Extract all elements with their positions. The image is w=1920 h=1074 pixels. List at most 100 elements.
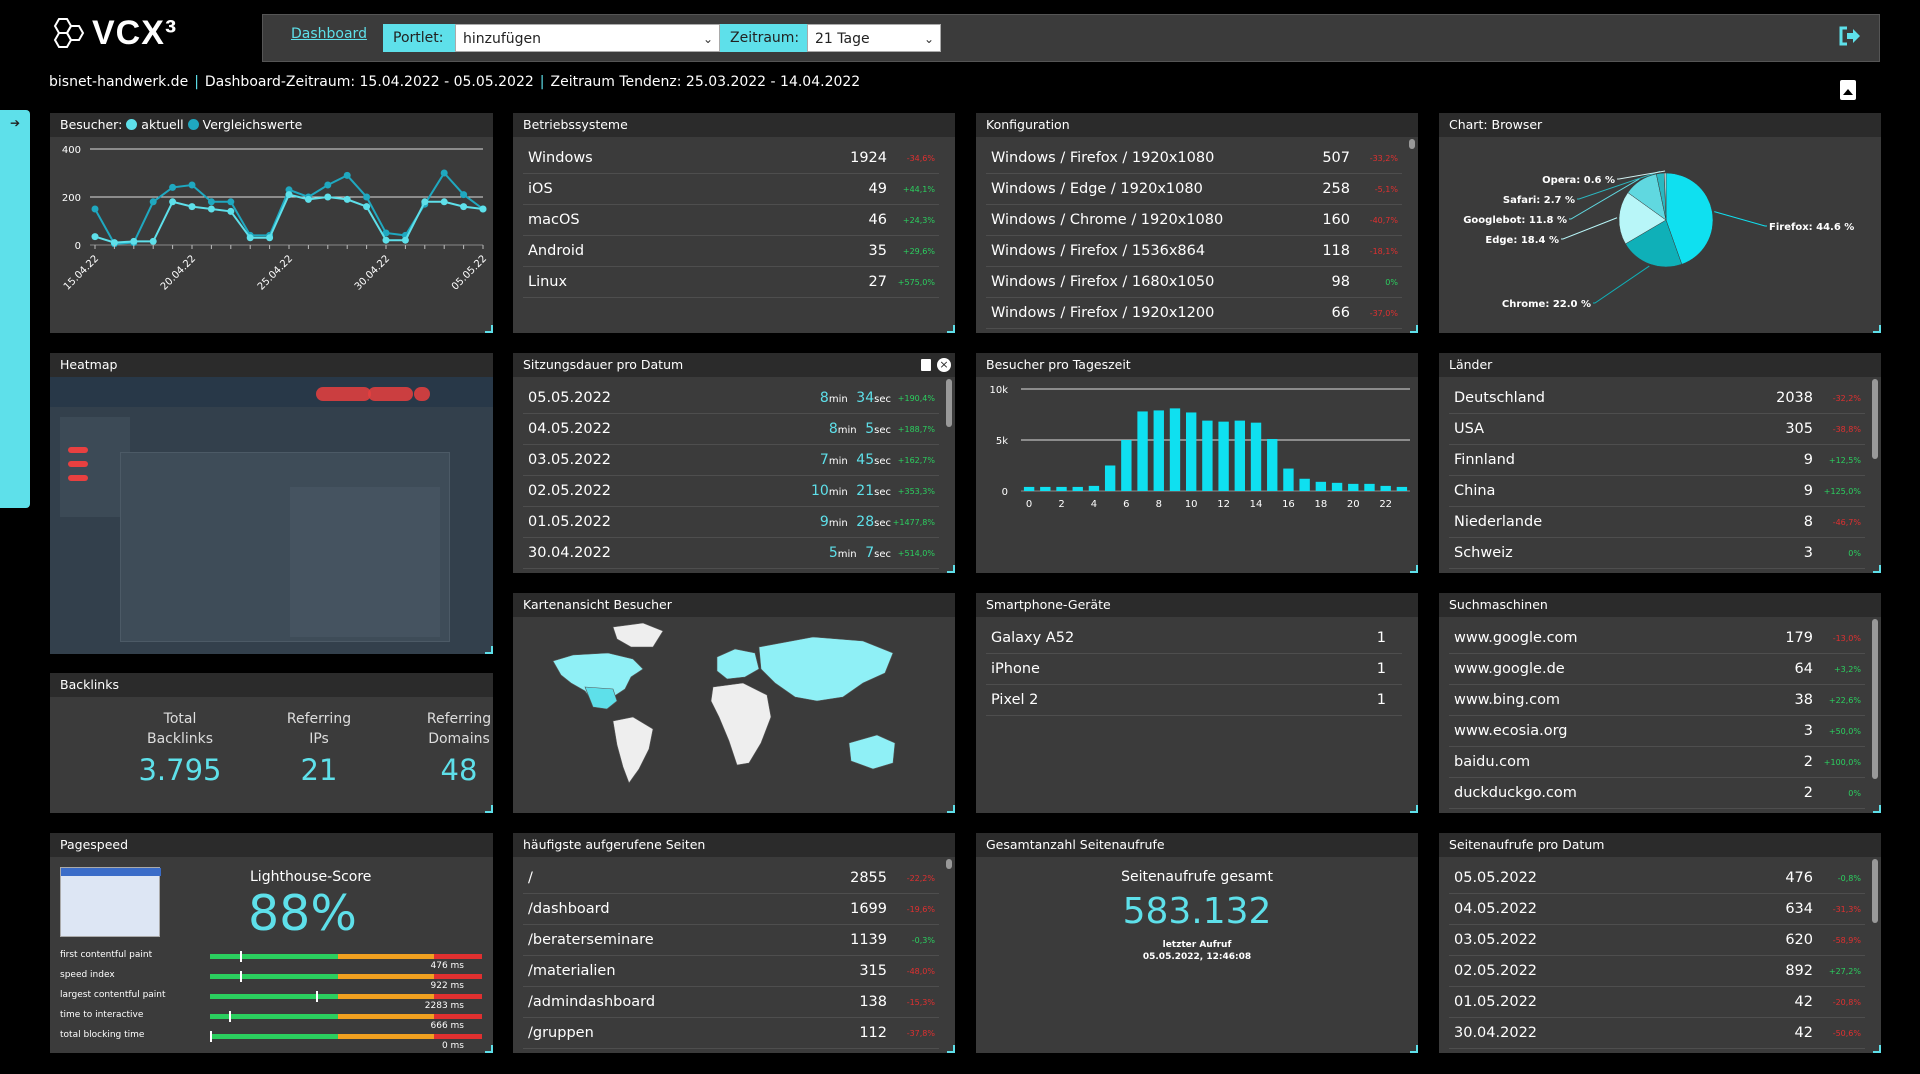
bar[interactable] xyxy=(1234,420,1245,491)
scrollbar[interactable] xyxy=(1872,379,1878,459)
list-row[interactable]: 03.05.2022 7min 45sec +162,7% xyxy=(523,445,939,476)
resize-handle[interactable] xyxy=(1410,325,1418,333)
resize-handle[interactable] xyxy=(1873,565,1881,573)
resize-handle[interactable] xyxy=(1410,805,1418,813)
logout-icon[interactable] xyxy=(1839,26,1861,46)
data-point[interactable] xyxy=(227,198,235,206)
scrollbar[interactable] xyxy=(1872,619,1878,779)
bar[interactable] xyxy=(1088,485,1100,491)
list-row[interactable]: /gruppen 112 -37,8% xyxy=(523,1018,939,1049)
list-row[interactable]: / 2855 -22,2% xyxy=(523,863,939,894)
list-row[interactable]: 04.05.2022 8min 5sec +188,7% xyxy=(523,414,939,445)
bar[interactable] xyxy=(1072,486,1083,491)
bar[interactable] xyxy=(1153,410,1164,491)
data-point[interactable] xyxy=(149,237,157,245)
list-row[interactable]: 01.05.2022 9min 28sec +1477,8% xyxy=(523,507,939,538)
data-point[interactable] xyxy=(363,193,371,201)
data-point[interactable] xyxy=(324,181,332,189)
series-line[interactable] xyxy=(94,171,484,245)
bar[interactable] xyxy=(1380,485,1391,491)
heatmap-image[interactable] xyxy=(50,377,493,654)
list-row[interactable]: duckduckgo.com 2 0% xyxy=(1449,778,1865,809)
data-point[interactable] xyxy=(110,239,118,247)
list-row[interactable]: Schweiz 3 0% xyxy=(1449,538,1865,569)
data-point[interactable] xyxy=(130,237,138,245)
tageszeit-bar-chart[interactable]: 0 5k 10k 0 2 4 6 8 10 12 14 16 18 20 22 xyxy=(976,377,1418,573)
visitors-line-chart[interactable]: 0 200 400 15.04.22 20.04.22 25.04.22 30.04.22 0… xyxy=(50,137,493,333)
data-point[interactable] xyxy=(169,183,177,191)
map-usa[interactable] xyxy=(584,686,618,710)
bar[interactable] xyxy=(1396,486,1408,491)
pie-slice[interactable] xyxy=(1663,172,1667,221)
data-point[interactable] xyxy=(285,191,293,199)
data-point[interactable] xyxy=(304,195,312,203)
resize-handle[interactable] xyxy=(1873,325,1881,333)
list-row[interactable]: Windows / Edge / 1920x1080 258 -5,1% xyxy=(986,174,1402,205)
bar[interactable] xyxy=(1121,440,1132,491)
resize-handle[interactable] xyxy=(1873,1045,1881,1053)
portlet-select[interactable]: hinzufügen ⌄ xyxy=(455,24,720,52)
map-africa[interactable] xyxy=(710,682,772,766)
resize-handle[interactable] xyxy=(947,1045,955,1053)
list-row[interactable]: 01.05.2022 42 -20,8% xyxy=(1449,987,1865,1018)
list-row[interactable]: Windows 1924 -34,6% xyxy=(523,143,939,174)
bar[interactable] xyxy=(1218,421,1229,491)
map-australia[interactable] xyxy=(848,734,896,770)
pie-slice[interactable] xyxy=(1618,192,1667,245)
list-row[interactable]: www.google.de 64 +3,2% xyxy=(1449,654,1865,685)
bar[interactable] xyxy=(1169,408,1181,491)
bar[interactable] xyxy=(1040,486,1051,491)
scrollbar[interactable] xyxy=(1872,859,1878,923)
resize-handle[interactable] xyxy=(485,805,493,813)
data-point[interactable] xyxy=(460,203,468,211)
list-row[interactable]: 05.05.2022 476 -0,8% xyxy=(1449,863,1865,894)
pdf-icon[interactable] xyxy=(921,359,931,371)
list-row[interactable]: China 9 +125,0% xyxy=(1449,476,1865,507)
list-row[interactable]: Linux 27 +575,0% xyxy=(523,267,939,298)
data-point[interactable] xyxy=(421,198,429,206)
list-row[interactable]: /materialien 315 -48,0% xyxy=(523,956,939,987)
zeitraum-select[interactable]: 21 Tage ⌄ xyxy=(807,24,941,52)
data-point[interactable] xyxy=(285,186,293,194)
bar[interactable] xyxy=(1283,468,1294,491)
pie-slice[interactable] xyxy=(1625,219,1683,268)
data-point[interactable] xyxy=(227,207,235,215)
resize-handle[interactable] xyxy=(947,325,955,333)
list-row[interactable]: macOS 46 +24,3% xyxy=(523,205,939,236)
resize-handle[interactable] xyxy=(947,565,955,573)
list-row[interactable]: /dashboard 1699 -19,6% xyxy=(523,894,939,925)
data-point[interactable] xyxy=(343,195,351,203)
data-point[interactable] xyxy=(401,236,409,244)
bar[interactable] xyxy=(1267,438,1278,491)
list-row[interactable]: www.bing.com 38 +22,6% xyxy=(1449,685,1865,716)
list-row[interactable]: 02.05.2022 10min 21sec +353,3% xyxy=(523,476,939,507)
data-point[interactable] xyxy=(363,203,371,211)
legend-vergleich[interactable]: Vergleichswerte xyxy=(202,117,303,132)
list-row[interactable]: Windows / Chrome / 1920x1080 160 -40,7% xyxy=(986,205,1402,236)
bar[interactable] xyxy=(1023,486,1035,491)
list-row[interactable]: iOS 49 +44,1% xyxy=(523,174,939,205)
bar[interactable] xyxy=(1202,420,1213,491)
list-row[interactable]: baidu.com 2 +100,0% xyxy=(1449,747,1865,778)
list-row[interactable]: Niederlande 8 -46,7% xyxy=(1449,507,1865,538)
bar[interactable] xyxy=(1104,465,1116,492)
legend-aktuell[interactable]: aktuell xyxy=(141,117,184,132)
list-row[interactable]: Galaxy A52 1 xyxy=(986,623,1402,654)
logo[interactable]: VCX³ xyxy=(50,14,177,52)
map-asia[interactable] xyxy=(758,636,894,702)
bar[interactable] xyxy=(1364,483,1375,491)
bar[interactable] xyxy=(1137,411,1148,491)
map-north-america[interactable] xyxy=(552,652,644,708)
data-point[interactable] xyxy=(343,171,351,179)
browser-pie-chart[interactable]: Firefox: 44.6 % Chrome: 22.0 % Edge: 18.4 … xyxy=(1439,137,1881,333)
bar[interactable] xyxy=(1315,481,1327,491)
side-panel-toggle[interactable]: ➔ xyxy=(0,110,30,508)
scrollbar[interactable] xyxy=(1409,139,1415,149)
data-point[interactable] xyxy=(382,236,390,244)
data-point[interactable] xyxy=(324,193,332,201)
list-row[interactable]: 03.05.2022 620 -58,9% xyxy=(1449,925,1865,956)
data-point[interactable] xyxy=(440,169,448,177)
bar[interactable] xyxy=(1250,422,1262,491)
list-row[interactable]: Windows / Firefox / 1536x864 118 -18,1% xyxy=(986,236,1402,267)
pdf-export-icon[interactable] xyxy=(1840,80,1856,100)
